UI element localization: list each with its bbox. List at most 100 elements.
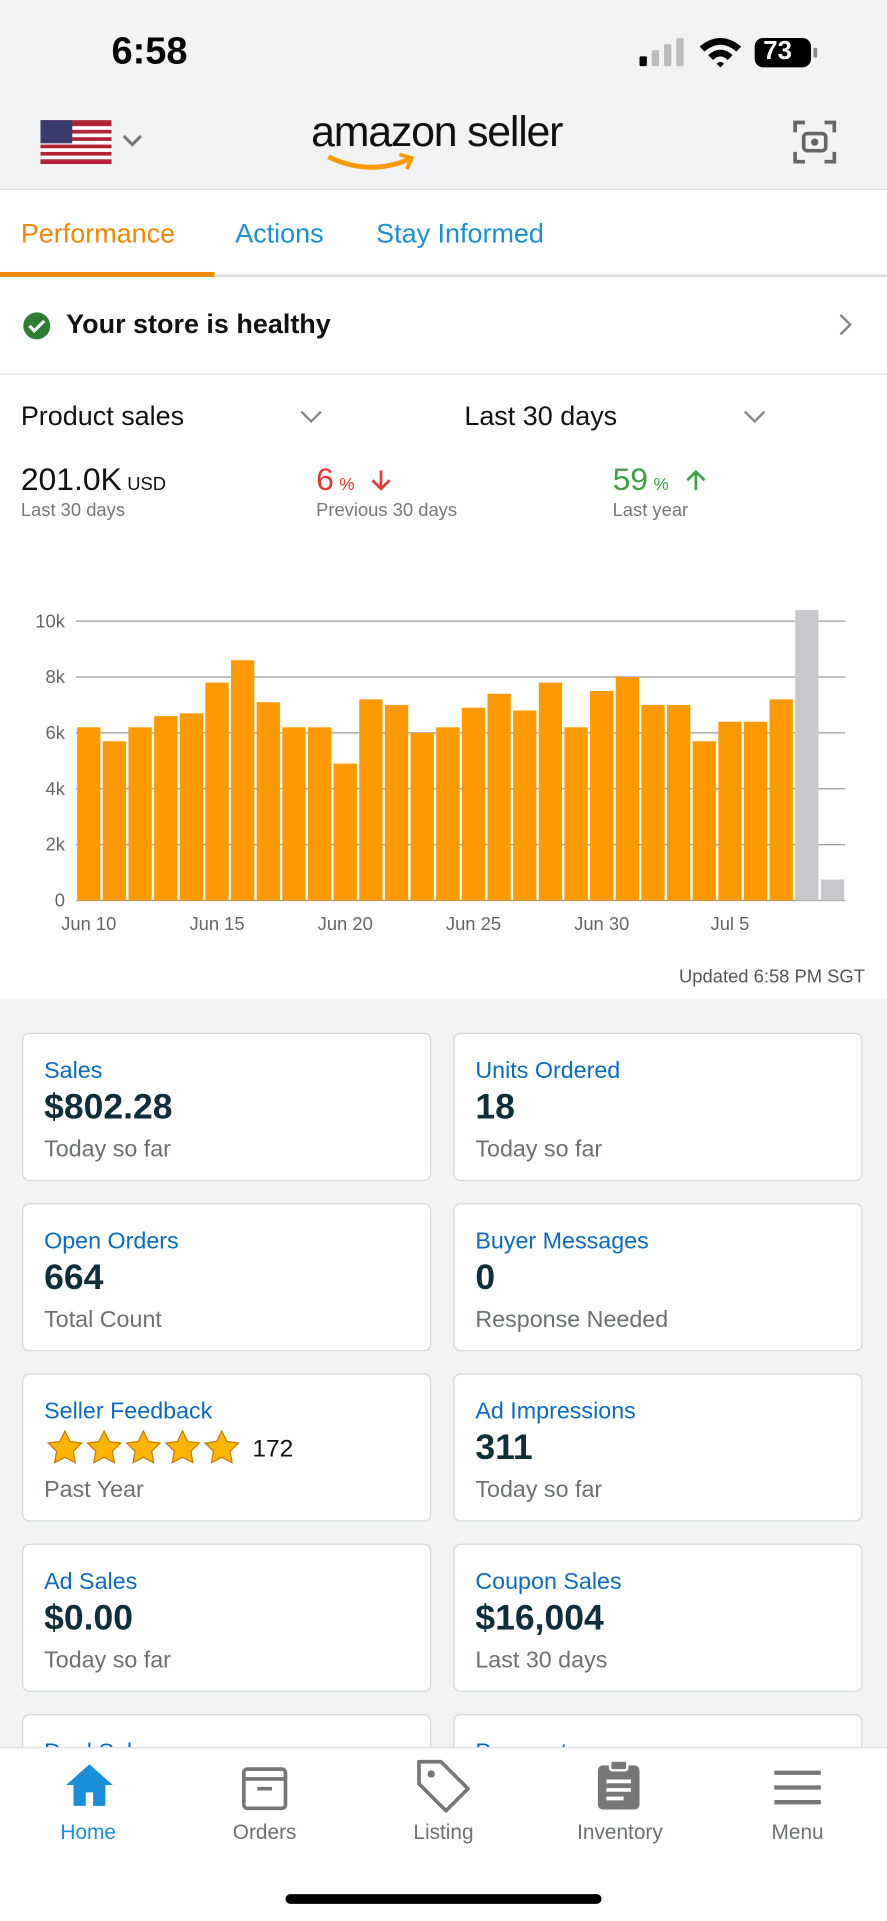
bar [410, 732, 434, 901]
metric-tile[interactable]: Open Orders 664 Total Count [22, 1203, 432, 1352]
bar [231, 660, 255, 901]
dropdown-arrow [744, 410, 766, 424]
y-tick-label: 10k [35, 610, 65, 631]
tab-border [0, 274, 887, 277]
bar [436, 727, 460, 901]
tab-indicator [0, 271, 215, 277]
tile-caption: Response Needed [475, 1307, 669, 1333]
y-tick-label: 0 [55, 890, 65, 911]
home-indicator [285, 1894, 602, 1904]
summary-value: 201.0K [20, 460, 122, 498]
tile-caption: Last 30 days [475, 1647, 608, 1674]
tab-bar [0, 1747, 887, 1921]
bar [384, 704, 409, 901]
bar [564, 727, 588, 901]
tile-title: Open Orders [44, 1228, 179, 1255]
nav-item[interactable]: Menu [771, 1820, 824, 1844]
down-arrow [371, 470, 391, 491]
metric-tile[interactable]: Buyer Messages 0 Response Needed [453, 1203, 863, 1352]
bar [769, 699, 793, 901]
tile-caption: Total Count [44, 1307, 162, 1333]
tile-title: Units Ordered [475, 1058, 621, 1085]
tile-caption: Today so far [475, 1136, 603, 1163]
metric-tile[interactable]: Sales $802.28 Today so far [22, 1032, 432, 1182]
health-status[interactable]: Your store is healthy [66, 308, 331, 340]
country-flag[interactable] [40, 120, 150, 165]
logo-smile [327, 152, 415, 170]
bar [307, 727, 332, 901]
bar [333, 763, 357, 901]
updated-time: Updated 6:58 PM SGT [679, 966, 865, 988]
bar [641, 704, 665, 901]
metric-tile[interactable]: Ad Impressions 311 Today so far [453, 1373, 863, 1522]
metric-tile[interactable]: Coupon Sales $16,004 Last 30 days [453, 1543, 863, 1692]
x-tick-label: Jun 25 [446, 913, 501, 934]
tab[interactable]: Performance [20, 218, 176, 249]
status-icons [639, 37, 818, 68]
bar [615, 677, 639, 901]
summary-caption: Last 30 days [20, 499, 126, 521]
tile-value: 172 [252, 1435, 294, 1463]
summary-unit: % [653, 474, 669, 494]
metric-select[interactable]: Product sales [20, 400, 185, 432]
summary-unit: % [339, 474, 355, 494]
nav-item[interactable]: Home [60, 1820, 116, 1844]
tile-value: 18 [475, 1087, 515, 1128]
bar [179, 713, 204, 901]
tile-title: Buyer Messages [475, 1228, 649, 1255]
scan-button[interactable] [793, 120, 837, 164]
listing-icon [417, 1759, 470, 1813]
metric-tile[interactable]: Units Ordered 18 Today so far [453, 1032, 863, 1182]
bar [538, 682, 563, 901]
bar [154, 716, 178, 901]
bar [590, 690, 614, 901]
chevron [839, 313, 852, 336]
summary-value: 6 [316, 460, 334, 498]
summary-value: 59 [612, 460, 649, 498]
bar [77, 727, 101, 901]
bar [795, 609, 819, 901]
star-rating [46, 1429, 240, 1464]
x-tick-label: Jun 10 [61, 913, 116, 934]
x-tick-label: Jun 20 [318, 913, 373, 934]
logo: amazon seller [311, 107, 563, 156]
tile-title: Sales [44, 1058, 103, 1085]
sales-chart: 0 2k 4k 6k 8k 10k Jun 10 Jun 15 Jun 20 Jun 25 Jun … [35, 609, 846, 934]
bar [692, 741, 716, 901]
x-tick-label: Jun 15 [189, 913, 244, 934]
tab[interactable]: Actions [235, 218, 324, 249]
up-arrow [686, 469, 706, 491]
battery-level: 73 [763, 36, 792, 65]
tile-title: Ad Impressions [475, 1399, 636, 1425]
tile-caption: Today so far [475, 1477, 603, 1504]
bar [205, 682, 229, 901]
y-tick-label: 4k [46, 778, 66, 799]
tile-value: $0.00 [44, 1598, 134, 1639]
home-icon [66, 1764, 113, 1806]
summary-change: 59 % [613, 461, 669, 499]
tile-value: $16,004 [475, 1598, 604, 1639]
nav-item[interactable]: Orders [232, 1820, 297, 1844]
nav-item[interactable]: Listing [413, 1820, 474, 1844]
metric-tile[interactable]: Ad Sales $0.00 Today so far [22, 1543, 432, 1692]
summary-unit: USD [127, 474, 167, 495]
bar [820, 879, 845, 901]
bar [743, 721, 768, 901]
check-icon [23, 312, 51, 340]
menu-icon [774, 1770, 821, 1805]
tile-caption: Past Year [44, 1477, 144, 1504]
divider [0, 373, 887, 375]
nav-item[interactable]: Inventory [577, 1820, 663, 1844]
bar [718, 721, 742, 901]
tab[interactable]: Stay Informed [376, 218, 544, 249]
summary-caption: Last year [612, 499, 689, 521]
orders-icon [241, 1767, 288, 1811]
x-tick-label: Jul 5 [711, 913, 750, 934]
tile-title: Coupon Sales [475, 1569, 622, 1596]
bar [461, 707, 486, 901]
period-select[interactable]: Last 30 days [464, 400, 618, 432]
bar [102, 741, 127, 901]
bar [359, 699, 383, 901]
